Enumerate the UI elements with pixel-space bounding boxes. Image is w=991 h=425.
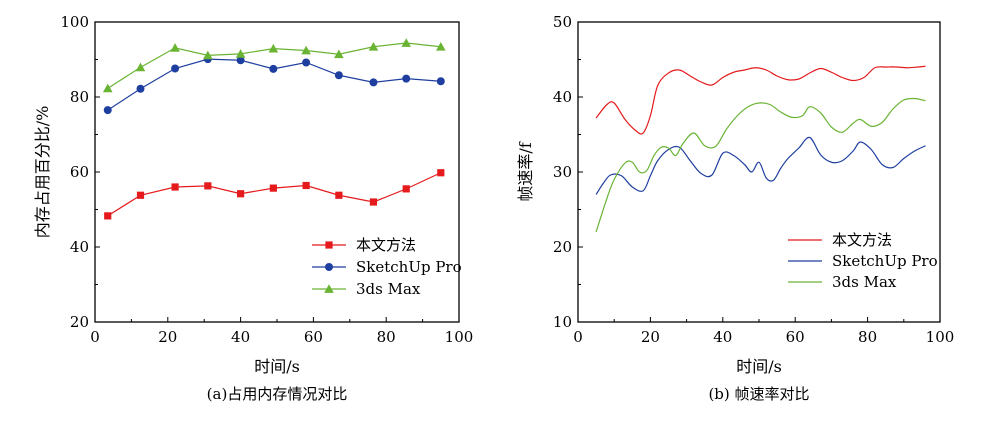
legend-item: SketchUp Pro bbox=[788, 252, 938, 270]
data-point bbox=[136, 84, 145, 93]
x-tick-label: 40 bbox=[713, 328, 732, 346]
y-tick-label: 40 bbox=[553, 88, 572, 106]
memory-chart-y-label: 内存占用百分比/% bbox=[33, 106, 52, 239]
data-point bbox=[203, 50, 213, 60]
data-point bbox=[136, 191, 145, 199]
memory-chart-legend: 本文方法 SketchUp Pro 3ds Max bbox=[312, 236, 462, 298]
data-point bbox=[402, 74, 411, 83]
memory-chart-frame bbox=[94, 21, 460, 323]
memory-chart-series bbox=[102, 38, 446, 220]
data-point bbox=[104, 212, 112, 220]
data-point bbox=[102, 83, 113, 93]
data-point bbox=[437, 169, 445, 177]
x-tick-label: 80 bbox=[858, 328, 877, 346]
data-point bbox=[334, 49, 344, 59]
data-point bbox=[135, 62, 146, 72]
data-point bbox=[235, 49, 246, 58]
y-tick-label: 60 bbox=[70, 163, 89, 181]
data-point bbox=[236, 56, 245, 65]
memory-chart-y-ticks: 20 40 60 80 100 bbox=[60, 13, 100, 331]
data-point bbox=[269, 184, 277, 192]
data-point bbox=[204, 182, 212, 190]
x-tick-label: 20 bbox=[158, 328, 177, 346]
series-2 bbox=[102, 38, 446, 93]
series-1 bbox=[103, 55, 445, 115]
y-tick-label: 80 bbox=[70, 88, 89, 106]
data-point bbox=[171, 64, 180, 73]
y-tick-label: 100 bbox=[60, 13, 89, 31]
y-tick-label: 40 bbox=[70, 238, 89, 256]
legend-marker bbox=[324, 284, 334, 293]
legend-label: 本文方法 bbox=[356, 236, 416, 254]
data-point bbox=[369, 78, 378, 87]
series-1 bbox=[595, 136, 926, 195]
frame-rate-chart: 0 20 40 60 80 100 10 20 30 40 50 时间/s 帧速率/f (b) 帧… bbox=[516, 13, 954, 403]
legend-label: 3ds Max bbox=[832, 273, 897, 291]
x-tick-label: 40 bbox=[231, 328, 250, 346]
x-tick-label: 60 bbox=[786, 328, 805, 346]
data-point bbox=[334, 71, 343, 80]
data-point bbox=[268, 43, 279, 53]
memory-chart-x-ticks: 0 20 40 60 80 100 bbox=[90, 317, 473, 346]
frame-rate-chart-y-ticks: 10 20 30 40 50 bbox=[553, 13, 583, 331]
y-tick-label: 50 bbox=[553, 13, 572, 31]
frame-rate-chart-legend: 本文方法 SketchUp Pro 3ds Max bbox=[788, 231, 938, 291]
data-point bbox=[302, 181, 310, 190]
series-2 bbox=[595, 97, 926, 233]
data-point bbox=[368, 41, 379, 51]
y-tick-label: 10 bbox=[553, 313, 572, 331]
legend-marker bbox=[325, 263, 333, 271]
x-tick-label: 80 bbox=[377, 328, 396, 346]
x-tick-label: 20 bbox=[641, 328, 660, 346]
x-tick-label: 100 bbox=[445, 328, 474, 346]
data-point bbox=[302, 58, 311, 67]
legend-label: 本文方法 bbox=[832, 231, 892, 249]
series-line bbox=[595, 97, 926, 233]
legend-label: SketchUp Pro bbox=[832, 252, 938, 270]
legend-item: SketchUp Pro bbox=[312, 258, 462, 276]
data-point bbox=[369, 198, 378, 206]
series-0 bbox=[104, 169, 445, 220]
x-tick-label: 100 bbox=[926, 328, 955, 346]
series-line bbox=[595, 136, 926, 195]
frame-rate-chart-x-ticks: 0 20 40 60 80 100 bbox=[573, 317, 954, 346]
data-point bbox=[436, 41, 446, 51]
x-tick-label: 0 bbox=[573, 328, 583, 346]
data-point bbox=[269, 64, 278, 73]
frame-rate-chart-x-label: 时间/s bbox=[736, 357, 782, 376]
memory-chart-caption: (a)占用内存情况对比 bbox=[207, 385, 348, 403]
legend-label: SketchUp Pro bbox=[356, 258, 462, 276]
legend-item: 本文方法 bbox=[312, 236, 416, 254]
memory-chart-x-label: 时间/s bbox=[254, 357, 300, 376]
series-line bbox=[107, 172, 442, 217]
legend-item: 3ds Max bbox=[312, 280, 421, 298]
data-point bbox=[301, 45, 311, 55]
data-point bbox=[402, 185, 410, 193]
series-line bbox=[595, 65, 926, 135]
legend-marker bbox=[325, 241, 333, 249]
frame-rate-chart-series bbox=[595, 65, 926, 233]
y-tick-label: 20 bbox=[70, 313, 89, 331]
x-tick-label: 60 bbox=[304, 328, 323, 346]
data-point bbox=[401, 38, 412, 47]
x-tick-label: 0 bbox=[90, 328, 100, 346]
series-0 bbox=[595, 65, 926, 135]
legend-item: 3ds Max bbox=[788, 273, 897, 291]
data-point bbox=[436, 77, 445, 86]
legend-item: 本文方法 bbox=[788, 231, 892, 249]
y-tick-label: 20 bbox=[553, 238, 572, 256]
legend-label: 3ds Max bbox=[356, 280, 421, 298]
data-point bbox=[335, 191, 343, 199]
data-point bbox=[171, 183, 179, 191]
frame-rate-chart-caption: (b) 帧速率对比 bbox=[708, 385, 809, 403]
data-point bbox=[237, 190, 245, 198]
y-tick-label: 30 bbox=[553, 163, 572, 181]
data-point bbox=[170, 43, 180, 52]
data-point bbox=[103, 106, 112, 115]
frame-rate-chart-y-label: 帧速率/f bbox=[516, 141, 535, 201]
